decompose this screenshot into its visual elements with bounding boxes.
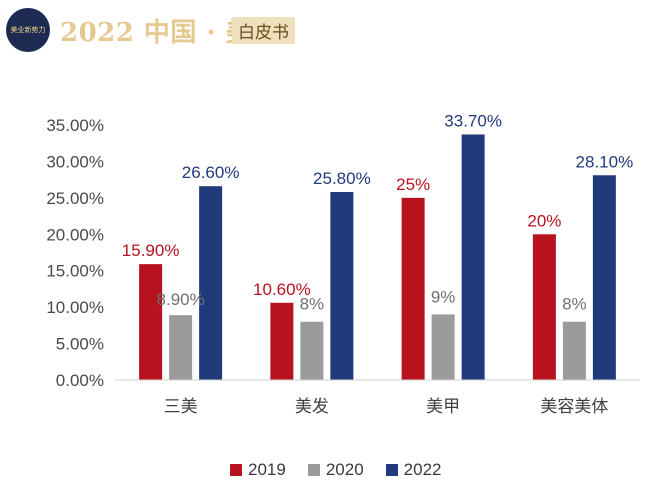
y-tick-label: 35.00%	[46, 116, 104, 135]
data-label-2019-3: 25%	[396, 175, 430, 194]
chart-legend: 2019 2020 2022	[230, 460, 441, 480]
bar-2022-3	[461, 134, 485, 380]
data-label-2019-1: 15.90%	[122, 241, 180, 260]
y-tick-label: 25.00%	[46, 189, 104, 208]
data-label-2020-3: 9%	[431, 287, 456, 306]
category-label: 三美	[164, 397, 198, 417]
data-label-2022-1: 26.60%	[182, 163, 240, 182]
bar-2019-4	[532, 234, 556, 380]
x-axis-categories: 三美 美发 美甲 美容美体	[164, 397, 609, 417]
data-label-2020-2: 8%	[300, 295, 325, 314]
y-tick-label: 20.00%	[46, 225, 104, 244]
bar-series	[139, 134, 616, 380]
legend-label-2020: 2020	[325, 460, 364, 479]
y-tick-label: 5.00%	[56, 335, 104, 354]
data-label-2019-4: 20%	[527, 211, 561, 230]
y-axis-ticks: 0.00% 5.00% 10.00% 15.00% 20.00% 25.00% 30.00%…	[46, 116, 104, 390]
legend-swatch-2022	[385, 464, 398, 476]
bar-2020-1	[169, 315, 193, 380]
bar-2020-4	[562, 321, 586, 380]
bar-2022-1	[199, 186, 223, 380]
data-label-2019-2: 10.60%	[253, 280, 311, 299]
data-label-2022-4: 28.10%	[576, 152, 634, 171]
data-label-2022-2: 25.80%	[313, 169, 371, 188]
brand-logo: 美业新势力	[6, 8, 50, 52]
legend-item-2022: 2022	[385, 460, 442, 480]
y-tick-label: 15.00%	[46, 262, 104, 281]
report-badge: 白皮书	[232, 17, 295, 44]
y-tick-label: 0.00%	[56, 371, 104, 390]
legend-swatch-2019	[230, 464, 242, 476]
category-label: 美容美体	[540, 397, 608, 417]
legend-label-2019: 2019	[248, 460, 286, 479]
bar-2020-3	[431, 314, 455, 380]
data-label-2020-4: 8%	[562, 295, 587, 314]
data-label-2020-1: 8.90%	[157, 290, 205, 309]
y-tick-label: 10.00%	[46, 298, 104, 317]
category-label: 美甲	[426, 397, 460, 417]
category-label: 美发	[295, 397, 329, 417]
data-label-2022-3: 33.70%	[444, 111, 502, 130]
bar-2019-1	[139, 264, 163, 380]
legend-swatch-2020	[307, 464, 320, 476]
bar-2020-2	[300, 321, 324, 380]
bar-2022-4	[592, 175, 616, 380]
bar-2019-3	[401, 197, 425, 380]
page-header: 美业新势力 2022 中国 · 美业 白皮书	[0, 0, 669, 58]
legend-item-2020: 2020	[307, 460, 364, 480]
bar-2022-2	[330, 192, 354, 380]
legend-item-2019: 2019	[230, 460, 286, 480]
data-labels: 15.90%8.90%26.60%10.60%8%25.80% 25%9%33.7…	[122, 111, 633, 313]
bar-2019-2	[270, 302, 294, 380]
legend-label-2022: 2022	[403, 460, 442, 479]
y-tick-label: 30.00%	[46, 152, 104, 171]
